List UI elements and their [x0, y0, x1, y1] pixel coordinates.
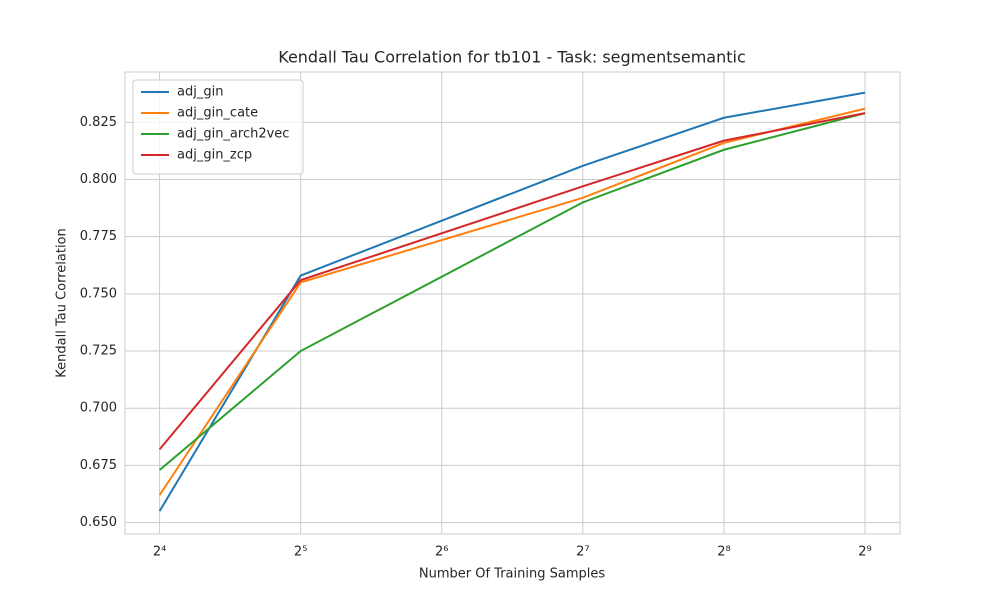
y-tick-label: 0.700	[80, 401, 117, 416]
y-tick-label: 0.650	[80, 515, 117, 530]
x-tick-label: 2⁴	[153, 545, 166, 560]
legend-label: adj_gin_cate	[177, 106, 258, 121]
x-tick-label: 2⁵	[294, 545, 307, 560]
y-tick-label: 0.675	[80, 458, 117, 473]
y-tick-label: 0.775	[80, 229, 117, 244]
x-tick-label: 2⁹	[858, 545, 871, 560]
x-tick-label: 2⁸	[717, 545, 730, 560]
series-line	[158, 112, 866, 451]
chart-title: Kendall Tau Correlation for tb101 - Task…	[278, 48, 746, 67]
legend-label: adj_gin_arch2vec	[177, 127, 289, 142]
legend-label: adj_gin	[177, 85, 223, 100]
y-tick-label: 0.725	[80, 344, 117, 359]
legend-label: adj_gin_zcp	[177, 148, 252, 163]
y-tick-label: 0.750	[80, 286, 117, 301]
x-tick-label: 2⁶	[435, 545, 448, 560]
y-axis-label: Kendall Tau Correlation	[55, 228, 70, 378]
legend-box	[132, 79, 304, 175]
y-tick-label: 0.800	[80, 172, 117, 187]
y-tick-label: 0.825	[80, 115, 117, 130]
x-tick-label: 2⁷	[576, 545, 589, 560]
x-axis-label: Number Of Training Samples	[419, 567, 605, 582]
series-line	[158, 112, 866, 471]
